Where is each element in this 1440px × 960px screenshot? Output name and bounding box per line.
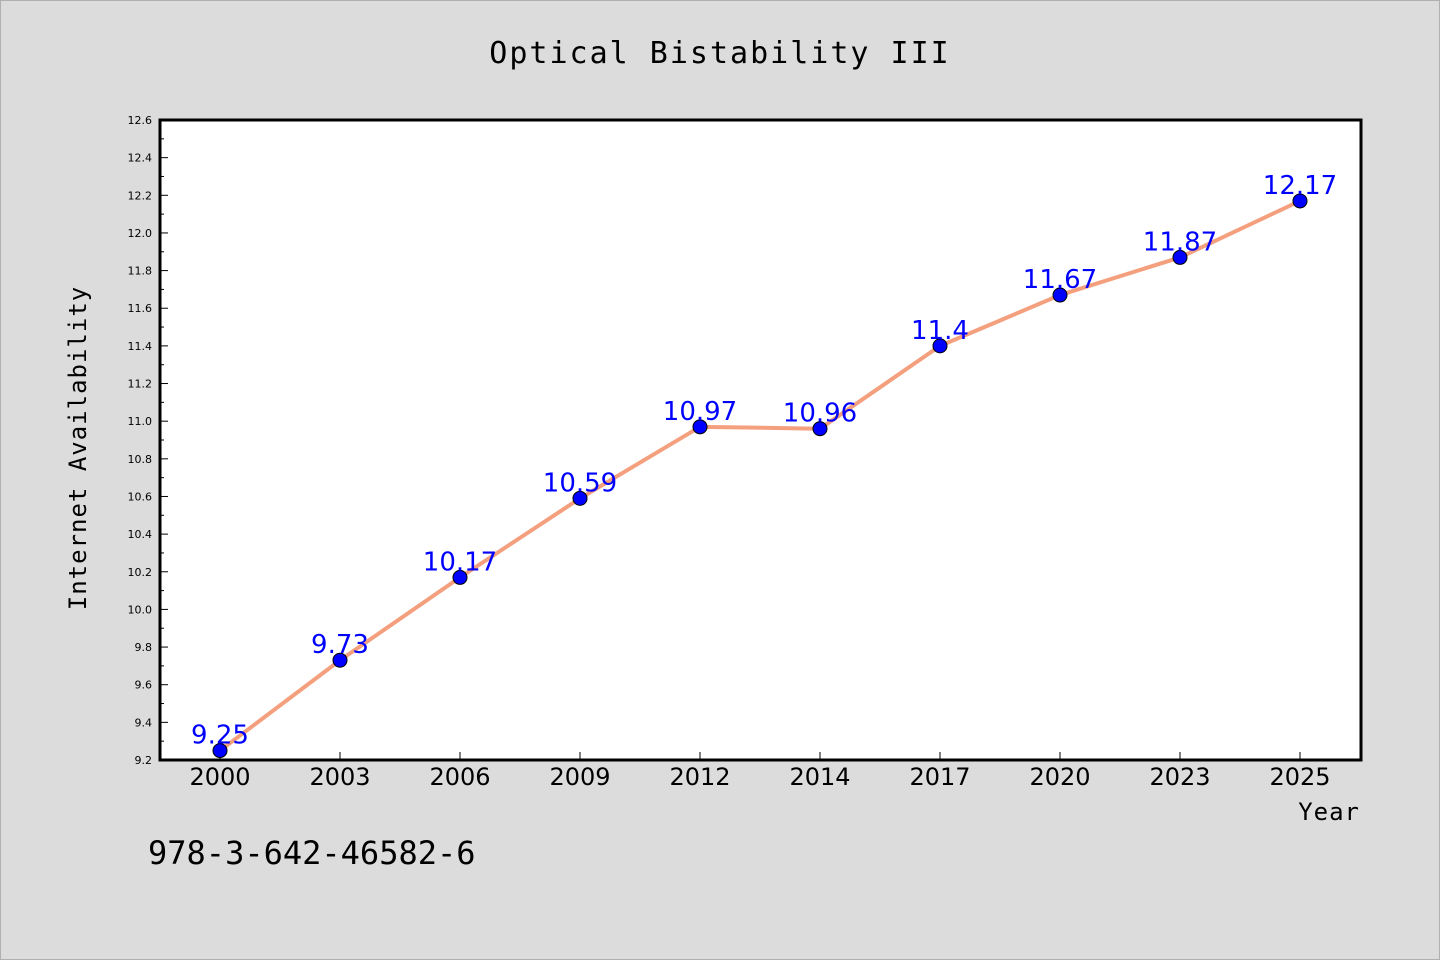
data-point: [1292, 193, 1308, 209]
y-tick-label: 9.6: [135, 679, 153, 692]
isbn-text: 978-3-642-46582-6: [148, 834, 476, 872]
y-axis: 9.2 9.4 9.6 9.8 10.0 10.2 10.4 10.6 10.8 11.0 11.2…: [128, 114, 168, 767]
data-label: 9.25: [191, 721, 249, 751]
x-tick-label: 2017: [909, 763, 970, 791]
data-point: [452, 569, 468, 585]
data-point: [332, 652, 348, 668]
y-tick-label: 10.8: [128, 453, 153, 466]
y-tick-label: 10.2: [128, 566, 153, 579]
x-tick-label: 2000: [189, 763, 250, 791]
x-tick-label: 2014: [789, 763, 850, 791]
data-point: [812, 421, 828, 437]
y-tick-label: 11.8: [128, 265, 153, 278]
y-tick-label: 12.6: [128, 114, 153, 127]
data-point: [1052, 287, 1068, 303]
data-point: [572, 490, 588, 506]
data-label: 11.87: [1143, 227, 1217, 257]
data-point: [692, 419, 708, 435]
y-tick-label: 11.6: [128, 302, 153, 315]
data-point: [212, 743, 228, 759]
y-tick-label: 9.2: [135, 754, 153, 767]
series-group: [212, 193, 1308, 759]
chart-title: Optical Bistability III: [489, 36, 950, 71]
series-line: [218, 198, 1302, 753]
y-axis-title: Internet Availability: [64, 286, 92, 610]
data-point: [932, 338, 948, 354]
y-tick-label: 11.4: [128, 340, 153, 353]
data-label: 9.73: [311, 630, 369, 660]
data-label: 11.67: [1023, 265, 1097, 295]
data-label: 10.59: [543, 468, 617, 498]
data-point: [1172, 249, 1188, 265]
x-tick-label: 2025: [1269, 763, 1330, 791]
y-tick-label: 12.4: [128, 152, 153, 165]
y-tick-label: 10.0: [128, 603, 153, 616]
data-label: 10.17: [423, 547, 497, 577]
y-tick-label: 12.2: [128, 189, 153, 202]
data-labels: 9.25 9.73 10.17 10.59 10.97 10.96 11.4 11.67 11.…: [191, 171, 1337, 751]
y-tick-label: 10.4: [128, 528, 153, 541]
x-axis: 2000 2003 2006 2009 2012 2014 2017 2020 2023 2025: [189, 752, 1331, 791]
x-axis-title: Year: [1298, 798, 1360, 826]
x-tick-label: 2012: [669, 763, 730, 791]
y-tick-label: 9.4: [135, 716, 153, 729]
plot-area: [158, 118, 1363, 762]
x-tick-label: 2023: [1149, 763, 1210, 791]
data-label: 11.4: [911, 316, 969, 346]
x-tick-label: 2009: [549, 763, 610, 791]
y-tick-label: 11.2: [128, 378, 153, 391]
y-tick-label: 9.8: [135, 641, 153, 654]
y-tick-label: 10.6: [128, 490, 153, 503]
data-label: 12.17: [1263, 171, 1337, 201]
data-label: 10.97: [663, 397, 737, 427]
x-tick-label: 2006: [429, 763, 490, 791]
y-tick-label: 11.0: [128, 415, 153, 428]
x-tick-label: 2020: [1029, 763, 1090, 791]
x-tick-label: 2003: [309, 763, 370, 791]
data-label: 10.96: [783, 399, 857, 429]
y-tick-label: 12.0: [128, 227, 153, 240]
